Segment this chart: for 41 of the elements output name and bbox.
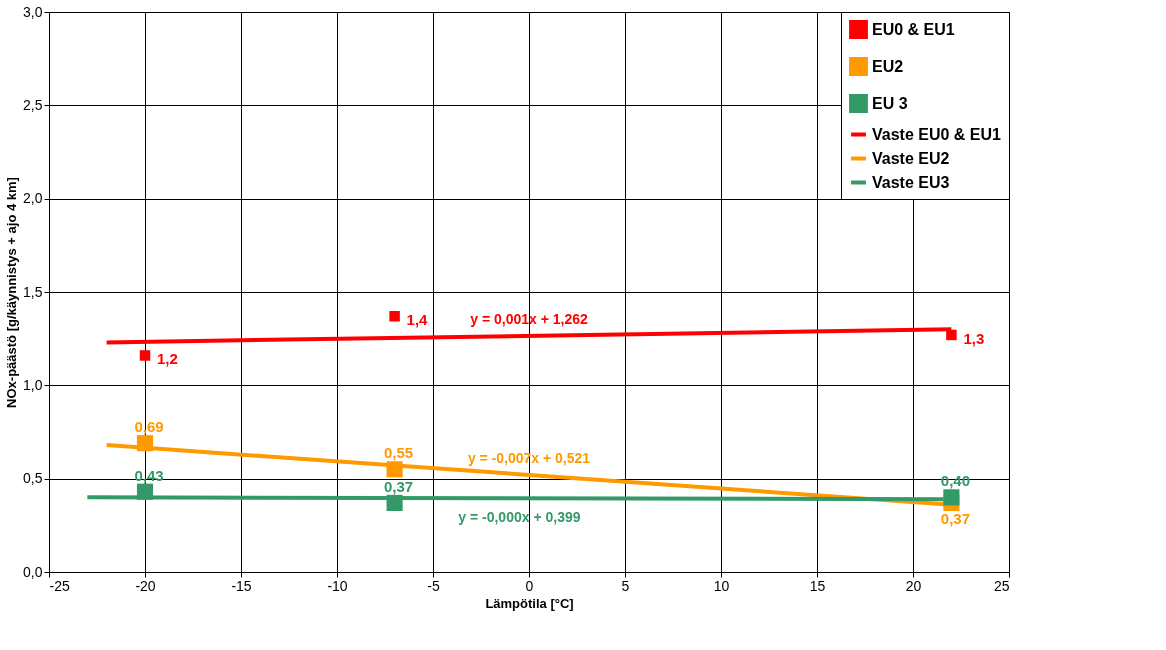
- point: [136, 435, 154, 452]
- y-axis-title: NOx-päästö [g/käynnistys + ajo 4 km]: [4, 177, 20, 408]
- x-tick-label: 20: [905, 577, 922, 594]
- x-tick-label: 25: [993, 577, 1010, 594]
- legend-label: EU2: [872, 57, 904, 75]
- data-label: 1,3: [963, 329, 985, 347]
- y-tick-label: 2,0: [23, 190, 43, 207]
- legend-label: Vaste EU3: [872, 173, 950, 191]
- legend-label: EU0 & EU1: [872, 20, 955, 38]
- y-tick-label: 2,5: [23, 96, 43, 113]
- legend-label: Vaste EU2: [872, 149, 950, 167]
- point: [386, 494, 403, 511]
- data-label: 0,37: [940, 509, 970, 527]
- point: [946, 329, 957, 341]
- data-label: 0,55: [384, 444, 414, 462]
- point: [943, 489, 960, 506]
- data-label: 1,2: [157, 350, 178, 368]
- y-tick-label: 1,5: [23, 283, 43, 300]
- annotation: y = -0,000x + 0,399: [458, 509, 581, 526]
- legend-label: Vaste EU0 & EU1: [872, 125, 1002, 143]
- data-label: 0,37: [384, 477, 414, 495]
- y-tick-label: 0,0: [23, 563, 43, 580]
- point: [386, 461, 403, 478]
- x-tick-label: -5: [427, 577, 440, 594]
- x-tick-label: -25: [49, 577, 70, 594]
- x-tick-label: -20: [135, 577, 156, 594]
- x-tick-label: 5: [621, 577, 630, 594]
- x-tick-label: 10: [713, 577, 730, 594]
- point: [389, 311, 400, 322]
- y-tick-label: 1,0: [23, 376, 43, 393]
- x-tick-label: 15: [809, 577, 826, 594]
- x-tick-label: -15: [231, 577, 252, 594]
- data-label: 1,4: [406, 311, 429, 329]
- y-tick-label: 3,0: [23, 3, 43, 20]
- legend-label: EU 3: [872, 94, 908, 112]
- x-axis-title: Lämpötila [°C]: [485, 595, 574, 611]
- point: [136, 483, 154, 500]
- x-tick-label: 0: [525, 577, 534, 594]
- x-tick-label: -10: [327, 577, 348, 594]
- point: [139, 350, 151, 361]
- y-tick-label: 0,5: [23, 470, 43, 487]
